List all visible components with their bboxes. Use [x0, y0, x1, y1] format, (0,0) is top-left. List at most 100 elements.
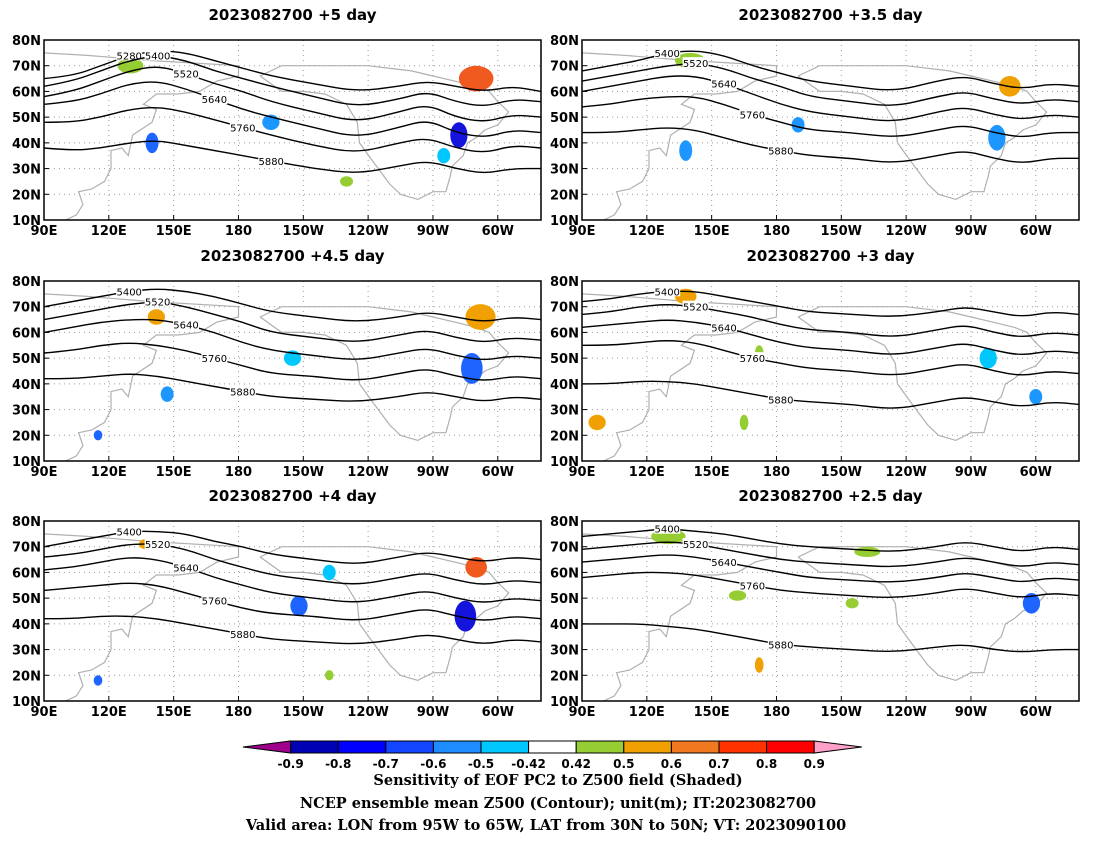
contour-label-bg	[229, 628, 256, 640]
contour-label-bg	[682, 300, 709, 312]
contour-line	[44, 318, 541, 361]
lat-tick-label: 80N	[550, 34, 579, 49]
lon-tick-label: 180	[763, 465, 790, 480]
sensitivity-shading	[450, 122, 468, 148]
colorbar-segment	[385, 740, 434, 754]
panel-title: 2023082700 +5 day	[209, 6, 377, 24]
sensitivity-shading	[739, 414, 749, 431]
coastline-north-america	[797, 65, 1048, 201]
plot-frame	[43, 39, 542, 221]
contour-label-bg	[144, 295, 171, 307]
contour-label: 5760	[202, 354, 227, 365]
contour-label: 5880	[258, 157, 283, 168]
colorbar-segment	[670, 740, 720, 754]
lat-tick-label: 60N	[12, 326, 41, 341]
plot-frame	[43, 520, 542, 702]
plot-area	[582, 521, 1079, 701]
lat-tick-label: 40N	[550, 137, 579, 152]
contour-line	[582, 571, 1079, 598]
lat-tick-label: 60N	[550, 85, 579, 100]
lat-tick-label: 10N	[12, 214, 41, 229]
contour-line	[44, 557, 541, 603]
contour-label: 5640	[202, 95, 227, 106]
lon-tick-label: 90W	[417, 705, 449, 720]
contour-label: 5760	[740, 581, 765, 592]
contour-label: 5880	[768, 395, 793, 406]
contour-label: 5400	[654, 287, 679, 298]
coastline-north-america	[259, 306, 510, 442]
contour-line	[44, 373, 541, 402]
lat-tick-label: 80N	[550, 515, 579, 530]
contour-label-bg	[144, 49, 171, 61]
lat-tick-label: 40N	[12, 378, 41, 393]
coastline-north-america	[259, 546, 510, 682]
lon-tick-label: 150E	[694, 705, 730, 720]
lat-tick-label: 30N	[12, 404, 41, 419]
caption-line-1: Sensitivity of EOF PC2 to Z500 field (Sh…	[373, 772, 742, 789]
contour-label: 5400	[654, 525, 679, 536]
sensitivity-shading	[340, 176, 354, 187]
caption-line-3: Valid area: LON from 95W to 65W, LAT fro…	[245, 817, 846, 834]
sensitivity-shading	[145, 132, 159, 154]
lat-tick-label: 70N	[12, 541, 41, 556]
contour-label: 5640	[173, 321, 198, 332]
lon-tick-label: 180	[225, 224, 252, 239]
lon-tick-label: 60W	[1020, 224, 1052, 239]
contour-label-bg	[116, 525, 143, 537]
contour-line	[582, 541, 1079, 568]
sensitivity-shading	[754, 657, 764, 673]
coastline-north-america	[259, 65, 510, 201]
contour-label-bg	[767, 638, 794, 650]
lon-tick-label: 120E	[91, 224, 127, 239]
lon-tick-label: 60W	[482, 224, 514, 239]
contour-label-bg	[654, 285, 681, 297]
contour-label-bg	[173, 561, 199, 573]
colorbar-label: 0.42	[561, 757, 591, 771]
sensitivity-shading	[283, 350, 302, 366]
contour-line	[44, 543, 541, 585]
contour-label: 5400	[116, 527, 141, 538]
contour-line	[582, 554, 1079, 583]
lat-tick-label: 70N	[550, 301, 579, 316]
lat-tick-label: 30N	[12, 163, 41, 178]
lon-tick-label: 120E	[91, 705, 127, 720]
sensitivity-shading	[465, 557, 487, 578]
contour-label-bg	[258, 154, 285, 166]
contour-line	[582, 75, 1079, 122]
sensitivity-shading	[454, 600, 477, 632]
contour-label: 5520	[683, 303, 708, 314]
contour-label: 5640	[711, 323, 736, 334]
lon-tick-label: 90W	[955, 465, 987, 480]
lat-tick-label: 10N	[550, 695, 579, 710]
lat-tick-label: 60N	[12, 566, 41, 581]
colorbar-segment	[480, 740, 530, 754]
lon-tick-label: 90W	[417, 465, 449, 480]
lon-tick-label: 180	[763, 705, 790, 720]
lat-tick-label: 20N	[550, 429, 579, 444]
lon-tick-label: 150W	[821, 224, 862, 239]
colorbar-segment	[575, 740, 625, 754]
lat-tick-label: 10N	[550, 214, 579, 229]
contour-label: 5520	[145, 540, 170, 551]
colorbar-segment	[432, 740, 482, 754]
lon-tick-label: 180	[225, 465, 252, 480]
contour-label: 5400	[116, 287, 141, 298]
contour-label: 5760	[202, 597, 227, 608]
lat-tick-label: 50N	[12, 111, 41, 126]
contour-line	[582, 623, 1079, 653]
contour-label: 5520	[683, 540, 708, 551]
contour-label: 5280	[116, 51, 141, 62]
contour-label-bg	[711, 77, 737, 89]
contour-label-bg	[682, 57, 709, 69]
sensitivity-shading	[322, 564, 336, 581]
lon-tick-label: 120E	[629, 224, 665, 239]
coastline-north-america	[797, 546, 1048, 682]
contour-label-bg	[739, 352, 766, 364]
colorbar-segment	[623, 740, 672, 754]
lon-tick-label: 120E	[629, 465, 665, 480]
coastline-asia	[582, 533, 778, 701]
lat-tick-label: 20N	[12, 429, 41, 444]
